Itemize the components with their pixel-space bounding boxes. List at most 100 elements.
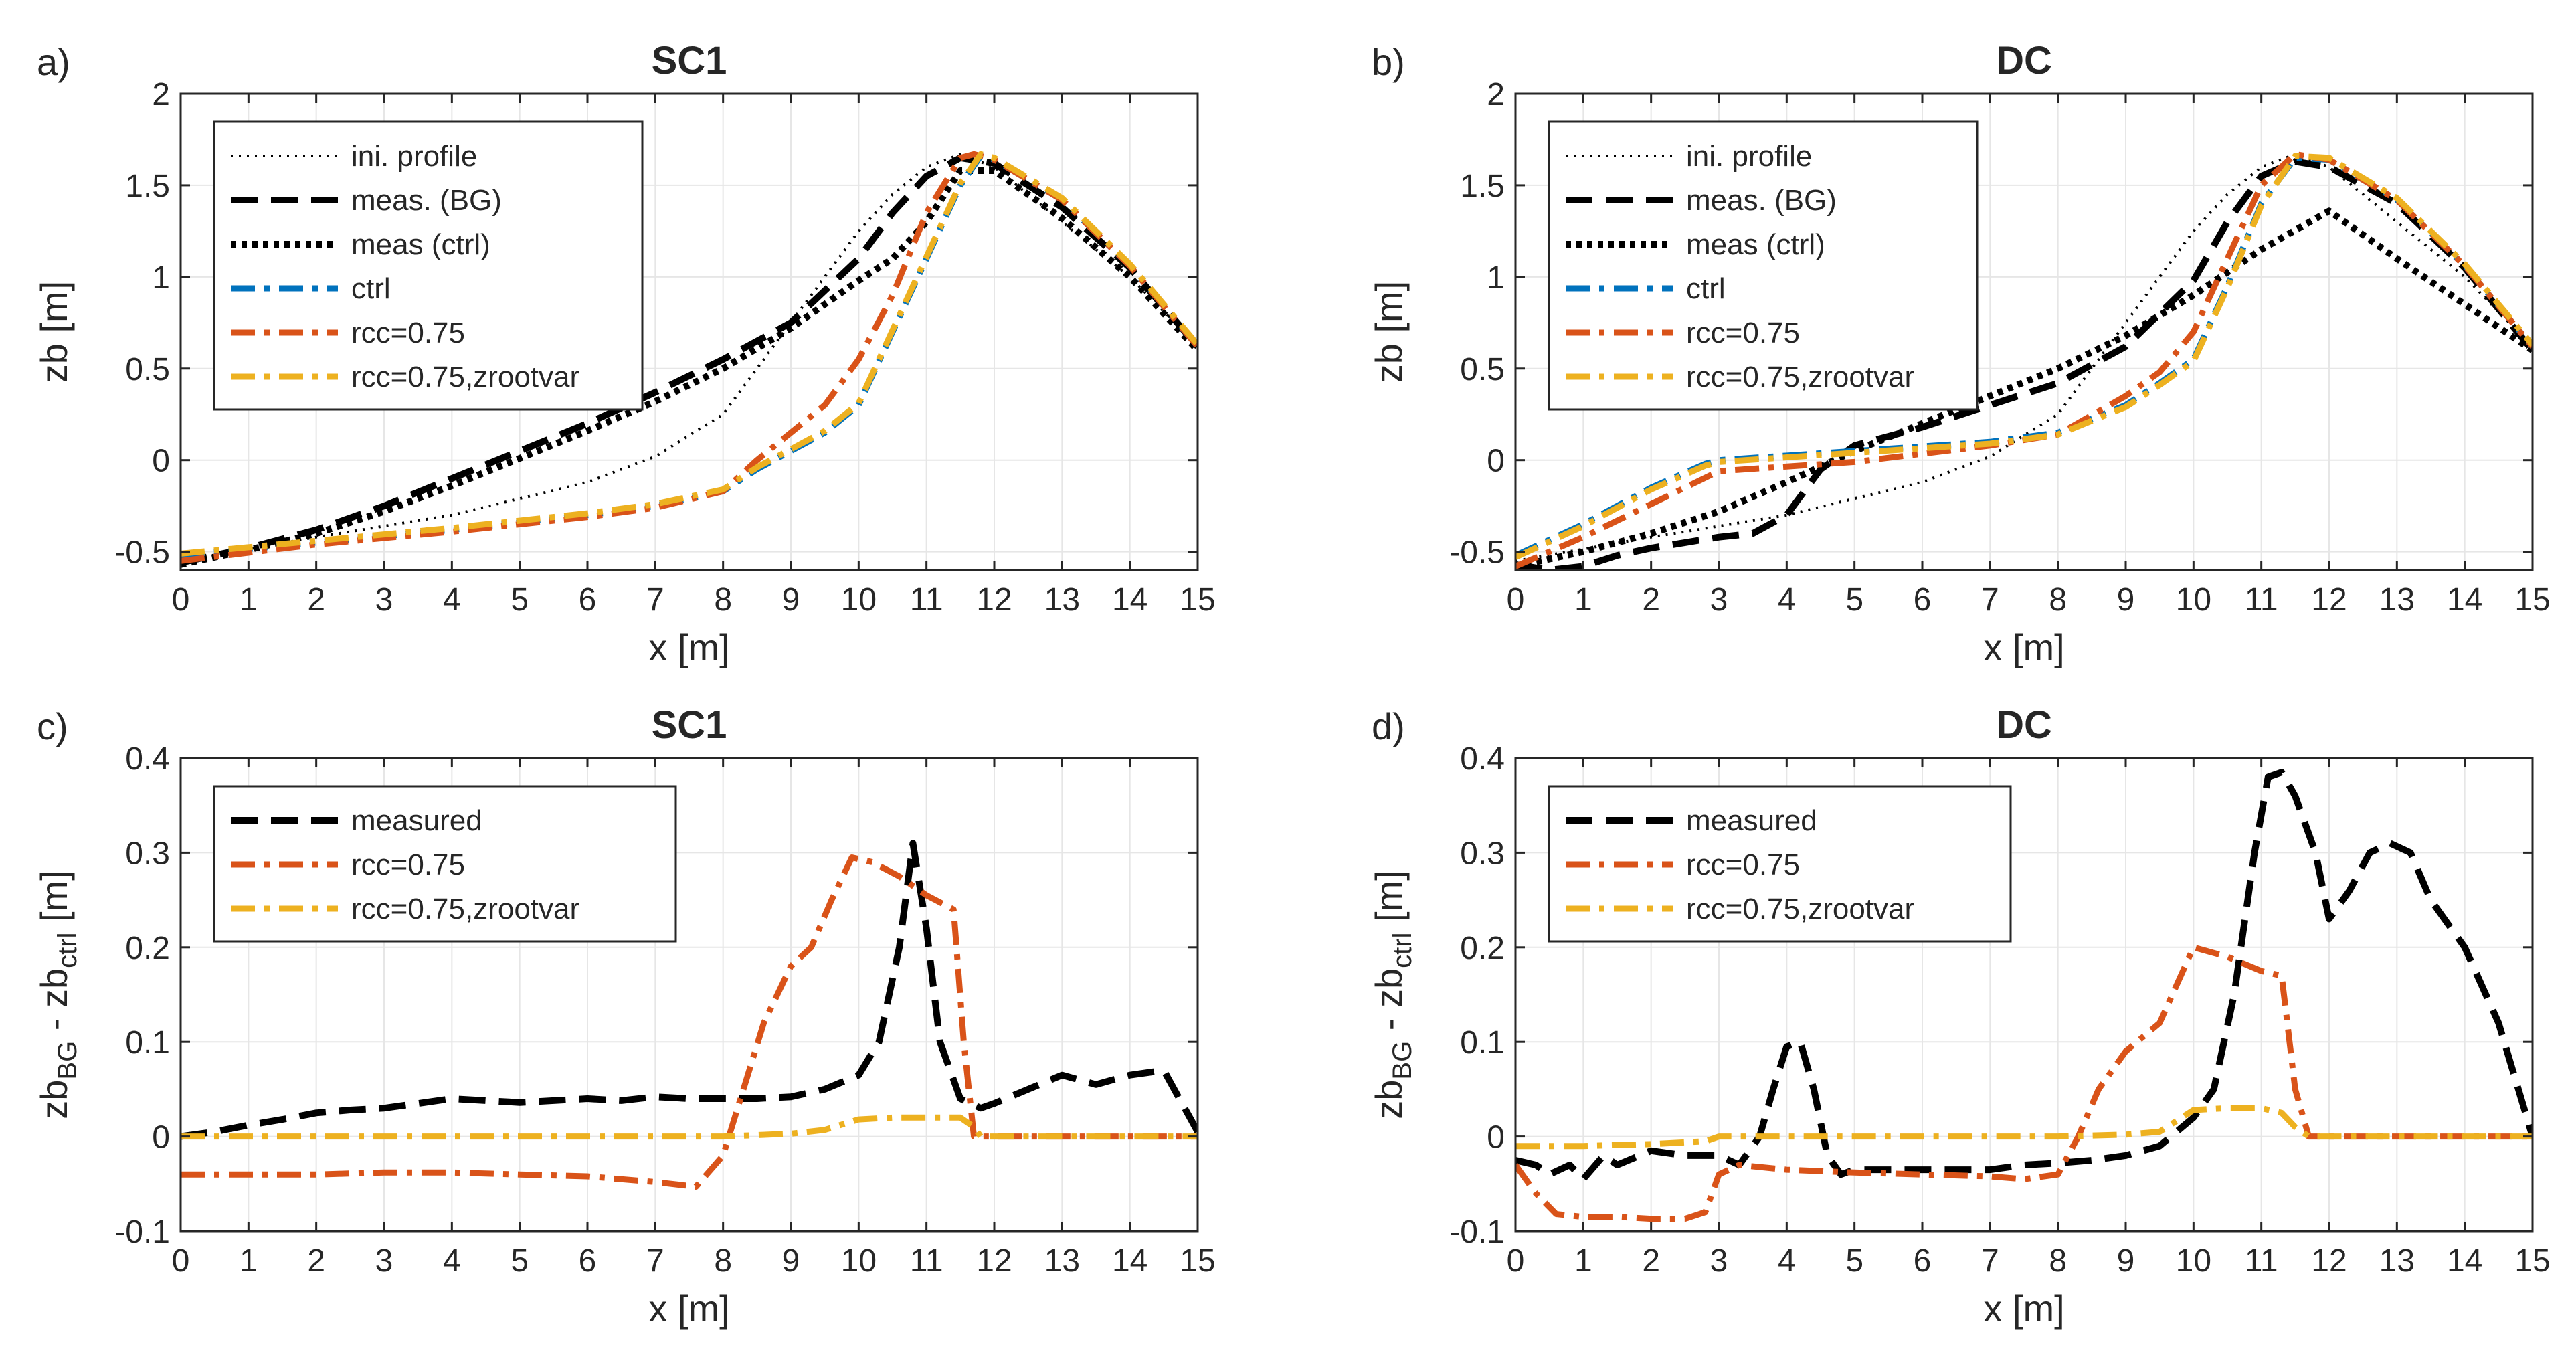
y-axis-label-part: [m] (1368, 870, 1410, 932)
x-axis-label: x [m] (1983, 626, 2064, 668)
x-tick-label: 5 (1845, 582, 1863, 618)
series-lines (1515, 151, 2533, 570)
legend: ini. profile meas. (BG) meas (ctrl) ctrl rcc… (213, 120, 644, 411)
x-tick-label: 7 (646, 582, 664, 618)
x-tick-label: 9 (2117, 1243, 2135, 1279)
x-tick-label: 15 (1180, 582, 1215, 618)
panel-a-profile-sc1: 0 1 2 3 4 5 6 7 8 9 10 11 12 13 14 15-0.500.511.52SC1a)… (33, 39, 1216, 668)
legend-label-rcc-0-75: rcc=0.75 (1686, 316, 1800, 349)
y-axis-label-part: ctrl (53, 933, 82, 968)
x-tick-label: 15 (2514, 1243, 2550, 1279)
legend-label-rcc-0-75: rcc=0.75 (351, 316, 465, 349)
series-lines (181, 151, 1198, 568)
x-tick-label: 2 (1642, 582, 1660, 618)
x-tick-label: 7 (1981, 582, 1999, 618)
x-tick-label: 6 (579, 1243, 597, 1279)
axes-box (179, 92, 1199, 571)
x-tick-label: 9 (782, 1243, 800, 1279)
x-tick-label: 12 (976, 582, 1012, 618)
panel-d-difference-dc: 0 1 2 3 4 5 6 7 8 9 10 11 12 13 14 15-0.100.10.20.30.4D… (1368, 703, 2551, 1330)
x-tick-label: 8 (2049, 1243, 2067, 1279)
x-tick-label: 7 (646, 1243, 664, 1279)
x-tick-label: 3 (375, 1243, 393, 1279)
axes-box (1514, 92, 2534, 571)
y-tick-label: -0.1 (1449, 1214, 1505, 1250)
legend: measured rcc=0.75 rcc=0.75,zrootvar (1548, 785, 2012, 943)
x-tick-label: 0 (172, 1243, 190, 1279)
series-line-rcc-0-75-zrootvar (181, 151, 1198, 557)
y-tick-label: 1.5 (1460, 169, 1505, 204)
x-tick-label: 1 (240, 1243, 258, 1279)
panel-b-profile-dc: 0 1 2 3 4 5 6 7 8 9 10 11 12 13 14 15-0.500.511.52DCb)x… (1368, 39, 2551, 668)
x-tick-label: 2 (1642, 1243, 1660, 1279)
y-tick-label: 0 (1487, 1120, 1505, 1156)
y-axis-label: zbBG - zbctrl [m] (33, 870, 82, 1119)
x-tick-label: 14 (1112, 1243, 1147, 1279)
panel-title: DC (1996, 703, 2052, 747)
x-tick-label: 7 (1981, 1243, 1999, 1279)
y-axis-label: zb [m] (33, 281, 75, 383)
series-line-measured (1515, 769, 2533, 1183)
x-tick-label: 11 (2245, 1243, 2278, 1279)
x-tick-label: 1 (240, 582, 258, 618)
y-tick-label: -0.5 (114, 535, 170, 571)
series-line-rcc-0-75 (181, 854, 1198, 1190)
x-tick-label: 13 (1044, 582, 1080, 618)
y-tick-label: 1 (1487, 260, 1505, 296)
x-tick-label: 15 (2514, 582, 2550, 618)
series-line-meas-bg (181, 154, 1198, 566)
x-tick-label: 8 (2049, 582, 2067, 618)
y-tick-label: 0.2 (1460, 931, 1505, 966)
legend: ini. profile meas. (BG) meas (ctrl) ctrl rcc… (1548, 120, 1979, 411)
y-axis-label: zb [m] (1368, 281, 1410, 383)
tick-marks (1514, 757, 2534, 1233)
legend-label-rcc-0-75-zrootvar: rcc=0.75,zrootvar (1686, 893, 1914, 925)
y-tick-label: 0.4 (1460, 741, 1505, 777)
axes-box (1514, 757, 2534, 1233)
series-line-ini-profile (1515, 153, 2533, 563)
x-tick-label: 3 (1710, 1243, 1728, 1279)
series-line-ini-profile (181, 153, 1198, 563)
series-line-rcc-0-75 (1515, 151, 2533, 569)
x-tick-label: 14 (2447, 1243, 2482, 1279)
legend-label-meas-ctrl: meas (ctrl) (351, 228, 490, 261)
series-line-rcc-0-75 (1515, 944, 2533, 1222)
y-axis-label-part: zb (1368, 1080, 1410, 1119)
legend-label-rcc-0-75: rcc=0.75 (351, 848, 465, 881)
x-tick-label: 5 (511, 1243, 529, 1279)
x-tick-label: 11 (2245, 582, 2278, 618)
legend-label-rcc-0-75-zrootvar: rcc=0.75,zrootvar (351, 893, 579, 925)
axes-box (179, 757, 1199, 1233)
series-line-rcc-0-75-zrootvar (181, 1114, 1198, 1140)
legend-label-meas-ctrl: meas (ctrl) (1686, 228, 1825, 261)
x-tick-label: 10 (841, 1243, 877, 1279)
y-tick-label: -0.5 (1449, 535, 1505, 571)
legend-label-rcc-0-75-zrootvar: rcc=0.75,zrootvar (1686, 361, 1914, 393)
y-tick-label: 1.5 (125, 169, 170, 204)
y-axis-label-part: - zb (1368, 968, 1410, 1041)
legend-label-measured: measured (1686, 804, 1817, 837)
y-tick-label: 0.4 (125, 741, 170, 777)
y-tick-label: 0.5 (125, 352, 170, 387)
panel-title: SC1 (652, 39, 727, 82)
legend-label-ini-profile: ini. profile (351, 140, 477, 173)
legend: measured rcc=0.75 rcc=0.75,zrootvar (213, 785, 677, 943)
legend-label-ctrl: ctrl (1686, 272, 1726, 305)
x-tick-label: 1 (1574, 1243, 1592, 1279)
x-tick-label: 5 (511, 582, 529, 618)
x-tick-label: 10 (841, 582, 877, 618)
panel-label: b) (1372, 41, 1405, 83)
y-tick-label: 1 (152, 260, 170, 296)
x-tick-label: 14 (1112, 582, 1147, 618)
series-line-rcc-0-75-zrootvar (1515, 1105, 2533, 1150)
x-tick-label: 6 (1914, 582, 1932, 618)
y-axis-label-part: [m] (33, 870, 75, 932)
x-tick-label: 13 (2379, 1243, 2415, 1279)
x-tick-label: 4 (443, 582, 461, 618)
x-tick-label: 10 (2176, 582, 2211, 618)
panel-c-difference-sc1: 0 1 2 3 4 5 6 7 8 9 10 11 12 13 14 15-0.100.10.20.30.4S… (33, 703, 1216, 1330)
x-tick-label: 5 (1845, 1243, 1863, 1279)
y-tick-label: 2 (1487, 77, 1505, 112)
legend-label-meas-bg: meas. (BG) (351, 184, 502, 217)
series-line-meas-bg (1515, 158, 2533, 570)
